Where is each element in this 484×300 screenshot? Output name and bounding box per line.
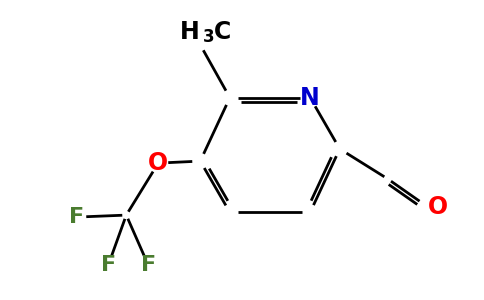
Text: F: F xyxy=(69,207,84,227)
Text: F: F xyxy=(101,255,116,275)
Text: N: N xyxy=(300,86,320,110)
Text: 3: 3 xyxy=(203,28,214,46)
Text: O: O xyxy=(148,151,168,175)
Text: C: C xyxy=(214,20,231,44)
Text: F: F xyxy=(141,255,156,275)
Text: H: H xyxy=(180,20,200,44)
Text: O: O xyxy=(428,195,448,219)
